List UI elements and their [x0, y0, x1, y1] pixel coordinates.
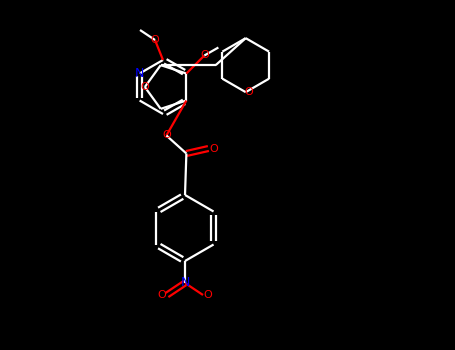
Text: N: N — [180, 276, 190, 289]
Text: N: N — [135, 67, 144, 80]
Text: O: O — [200, 50, 209, 61]
Text: O: O — [151, 35, 159, 45]
Text: O: O — [141, 82, 149, 92]
Text: O: O — [209, 144, 218, 154]
Text: O: O — [244, 87, 253, 97]
Text: O: O — [162, 131, 171, 140]
Text: O: O — [204, 290, 212, 300]
Text: O: O — [157, 290, 167, 300]
